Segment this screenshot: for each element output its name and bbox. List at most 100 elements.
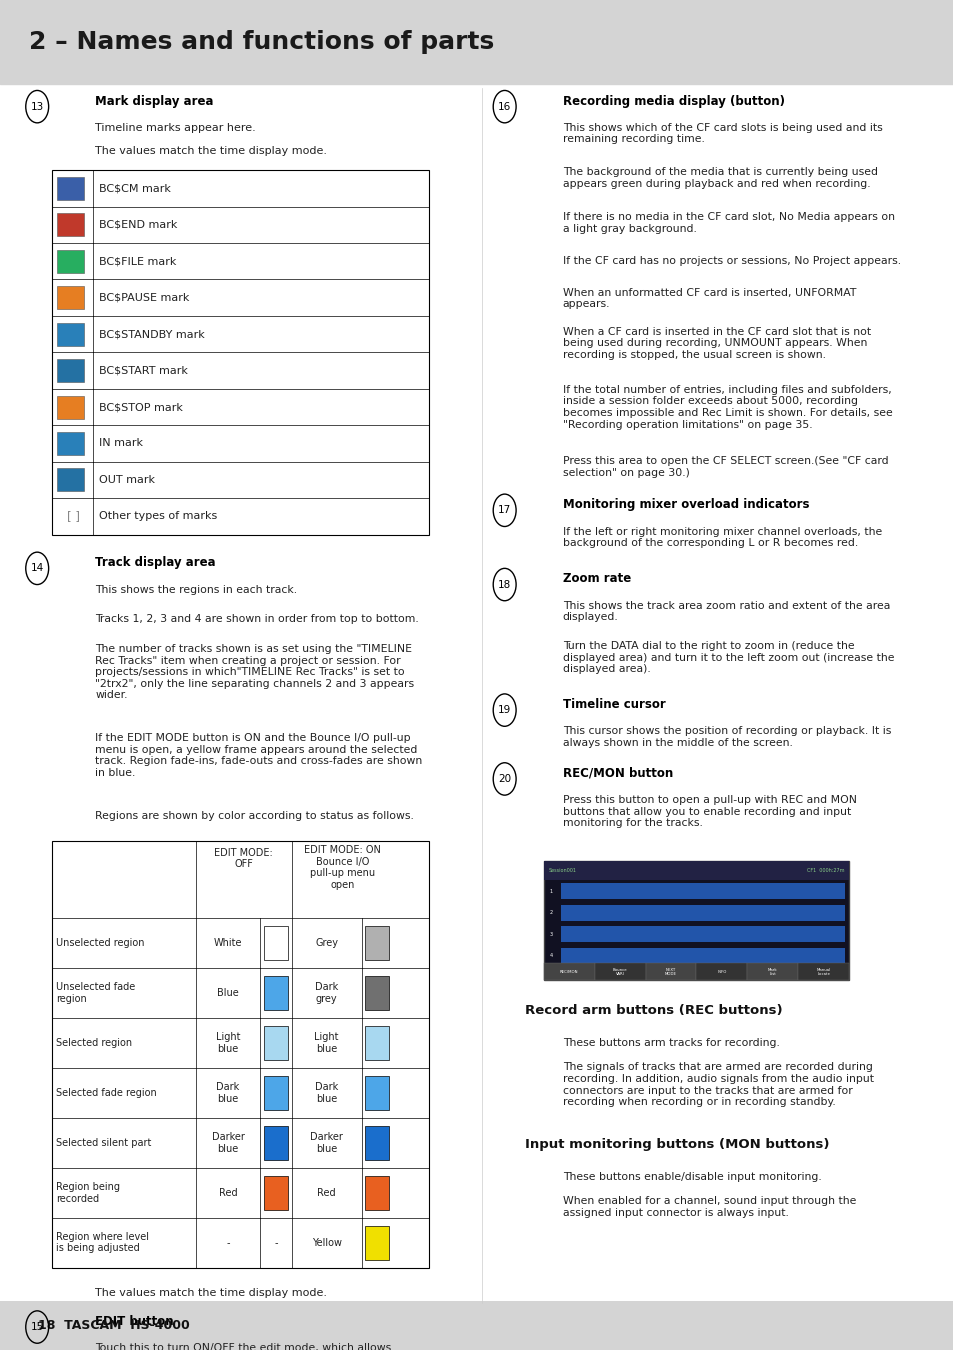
Text: Regions are shown by color according to status as follows.: Regions are shown by color according to …: [95, 811, 414, 821]
Bar: [560, 883, 844, 899]
Bar: [560, 904, 844, 921]
Bar: [543, 963, 848, 980]
Text: The signals of tracks that are armed are recorded during
recording. In addition,: The signals of tracks that are armed are…: [562, 1062, 873, 1107]
Text: The background of the media that is currently being used
appears green during pl: The background of the media that is curr…: [562, 167, 877, 189]
Text: These buttons enable/disable input monitoring.: These buttons enable/disable input monit…: [562, 1172, 821, 1181]
Text: 2 – Names and functions of parts: 2 – Names and functions of parts: [29, 30, 494, 54]
Text: EDIT MODE:
OFF: EDIT MODE: OFF: [214, 848, 273, 869]
Text: Light
blue: Light blue: [314, 1033, 338, 1054]
Text: This shows the track area zoom ratio and extent of the area
displayed.: This shows the track area zoom ratio and…: [562, 601, 889, 622]
Text: This shows which of the CF card slots is being used and its
remaining recording : This shows which of the CF card slots is…: [562, 123, 882, 144]
Text: BC$START mark: BC$START mark: [99, 366, 188, 375]
Bar: [365, 1076, 389, 1110]
Bar: [264, 1176, 288, 1210]
Text: BC$STANDBY mark: BC$STANDBY mark: [99, 329, 205, 339]
Bar: [57, 177, 84, 200]
Bar: [57, 213, 84, 236]
Text: BC$CM mark: BC$CM mark: [99, 184, 171, 193]
Text: Timeline cursor: Timeline cursor: [562, 698, 665, 711]
Text: Region being
recorded: Region being recorded: [56, 1183, 120, 1204]
Text: 15: 15: [30, 1322, 44, 1332]
Text: INFO: INFO: [717, 971, 726, 973]
Text: Touch this to turn ON/OFF the edit mode, which allows
you to divide, erase and c: Touch this to turn ON/OFF the edit mode,…: [95, 1343, 412, 1350]
Text: If the CF card has no projects or sessions, No Project appears.: If the CF card has no projects or sessio…: [562, 256, 900, 266]
Bar: [746, 963, 798, 980]
Text: Zoom rate: Zoom rate: [562, 572, 631, 586]
Text: The values match the time display mode.: The values match the time display mode.: [95, 1288, 327, 1297]
Text: BC$PAUSE mark: BC$PAUSE mark: [99, 293, 190, 302]
Text: This cursor shows the position of recording or playback. It is
always shown in t: This cursor shows the position of record…: [562, 726, 890, 748]
Bar: [560, 926, 844, 942]
Bar: [264, 1026, 288, 1060]
Text: 4: 4: [549, 953, 552, 958]
Text: Darker
blue: Darker blue: [310, 1131, 343, 1153]
Text: Session001: Session001: [548, 868, 576, 873]
Text: 19: 19: [497, 705, 511, 716]
Text: [ ]: [ ]: [67, 510, 80, 522]
Text: Red: Red: [317, 1188, 335, 1197]
Bar: [365, 1176, 389, 1210]
Text: Manual
Locate: Manual Locate: [816, 968, 830, 976]
Text: BC$STOP mark: BC$STOP mark: [99, 402, 183, 412]
Text: Input monitoring buttons (MON buttons): Input monitoring buttons (MON buttons): [524, 1138, 828, 1152]
Text: 14: 14: [30, 563, 44, 574]
Bar: [365, 1126, 389, 1160]
Text: Turn the DATA dial to the right to zoom in (reduce the
displayed area) and turn : Turn the DATA dial to the right to zoom …: [562, 641, 893, 675]
Text: Dark
grey: Dark grey: [314, 983, 338, 1004]
Bar: [543, 963, 594, 980]
Text: OUT mark: OUT mark: [99, 475, 155, 485]
Bar: [560, 948, 844, 964]
Text: Press this button to open a pull-up with REC and MON
buttons that allow you to e: Press this button to open a pull-up with…: [562, 795, 856, 829]
Bar: [57, 323, 84, 346]
Bar: [264, 1076, 288, 1110]
Text: REC/MON button: REC/MON button: [562, 767, 673, 780]
Text: NEXT
MODE: NEXT MODE: [664, 968, 677, 976]
Bar: [594, 963, 645, 980]
Text: Mark display area: Mark display area: [95, 95, 213, 108]
Text: CF1  000h:27m: CF1 000h:27m: [806, 868, 843, 873]
Text: 16: 16: [497, 101, 511, 112]
Text: Press this area to open the CF SELECT screen.(See "CF card
selection" on page 30: Press this area to open the CF SELECT sc…: [562, 456, 887, 478]
Text: -: -: [274, 1238, 277, 1247]
Text: Dark
blue: Dark blue: [216, 1083, 239, 1104]
Bar: [0, 1301, 953, 1350]
Bar: [543, 861, 848, 980]
Text: Selected region: Selected region: [56, 1038, 132, 1048]
Text: 17: 17: [497, 505, 511, 516]
Bar: [0, 0, 953, 84]
Text: Bounce
VARI: Bounce VARI: [612, 968, 627, 976]
Text: Tracks 1, 2, 3 and 4 are shown in order from top to bottom.: Tracks 1, 2, 3 and 4 are shown in order …: [95, 614, 418, 624]
Text: If there is no media in the CF card slot, No Media appears on
a light gray backg: If there is no media in the CF card slot…: [562, 212, 894, 234]
Bar: [264, 926, 288, 960]
Bar: [365, 976, 389, 1010]
Bar: [57, 286, 84, 309]
Bar: [57, 468, 84, 491]
Bar: [57, 359, 84, 382]
Text: Darker
blue: Darker blue: [212, 1131, 244, 1153]
Text: -: -: [226, 1238, 230, 1247]
Text: Other types of marks: Other types of marks: [99, 512, 217, 521]
Text: Unselected fade
region: Unselected fade region: [56, 983, 135, 1004]
Text: Mark
List: Mark List: [767, 968, 777, 976]
Text: Selected fade region: Selected fade region: [56, 1088, 157, 1098]
Bar: [798, 963, 848, 980]
Text: This shows the regions in each track.: This shows the regions in each track.: [95, 585, 297, 594]
Text: If the EDIT MODE button is ON and the Bounce I/O pull-up
menu is open, a yellow : If the EDIT MODE button is ON and the Bo…: [95, 733, 422, 778]
Text: Record arm buttons (REC buttons): Record arm buttons (REC buttons): [524, 1004, 781, 1018]
Bar: [264, 1126, 288, 1160]
Bar: [57, 432, 84, 455]
Bar: [57, 250, 84, 273]
Text: EDIT button: EDIT button: [95, 1315, 173, 1328]
Text: Grey: Grey: [314, 938, 338, 948]
Text: When a CF card is inserted in the CF card slot that is not
being used during rec: When a CF card is inserted in the CF car…: [562, 327, 870, 360]
Text: EDIT MODE: ON
Bounce I/O
pull-up menu
open: EDIT MODE: ON Bounce I/O pull-up menu op…: [304, 845, 380, 890]
Text: 18: 18: [497, 579, 511, 590]
Text: 18  TASCAM  HS-4000: 18 TASCAM HS-4000: [38, 1319, 190, 1332]
Text: 2: 2: [549, 910, 552, 915]
Bar: [264, 976, 288, 1010]
Text: BC$FILE mark: BC$FILE mark: [99, 256, 176, 266]
Bar: [543, 861, 848, 880]
Bar: [365, 926, 389, 960]
Bar: [365, 1026, 389, 1060]
Text: 13: 13: [30, 101, 44, 112]
